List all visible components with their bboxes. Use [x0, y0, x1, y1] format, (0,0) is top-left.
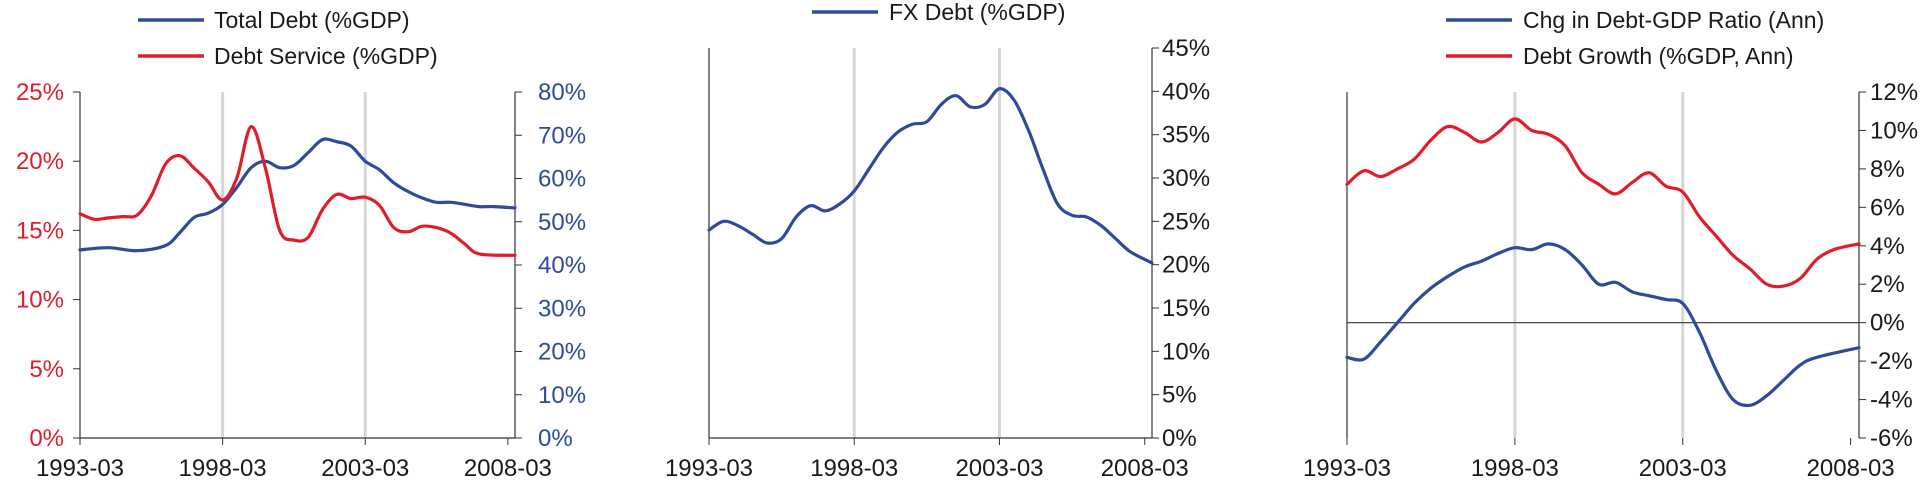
x-tick-label: 1998-03	[179, 455, 267, 482]
x-tick-label: 1993-03	[665, 455, 753, 482]
x-tick-label: 2003-03	[1639, 455, 1727, 482]
y-tick-label-left: 15%	[16, 217, 64, 244]
y-tick-label-right: 4%	[1870, 233, 1905, 260]
series-line-fx-debt-gdp	[707, 87, 1154, 265]
y-tick-label-right: 70%	[538, 122, 586, 149]
x-tick-label: 2008-03	[464, 455, 552, 482]
x-tick-label: 1998-03	[1471, 455, 1559, 482]
x-tick-label: 2003-03	[955, 455, 1043, 482]
y-tick-label-right: 10%	[538, 382, 586, 409]
y-tick-label-right: 10%	[1870, 117, 1918, 144]
y-tick-label-left: 20%	[16, 148, 64, 175]
chart-panel-2: 0% 5% 10% 15% 20% 25% 30% 35% 40% 45% 1993-03 1998-…	[665, 0, 1210, 482]
series-line-debt-service-gdp	[78, 124, 517, 257]
y-tick-label-left: 5%	[29, 356, 64, 383]
chart-panel-1: 0% 10% 20% 30% 40% 50% 60% 70% 80% 0% 5% 10% 15% 20% 2…	[16, 7, 586, 482]
y-tick-label-right: 25%	[1162, 208, 1210, 235]
y-tick-label-right: 40%	[538, 252, 586, 279]
series-line-chg-in-debt-gdp-ratio-ann	[1345, 242, 1861, 408]
y-tick-label-right: 15%	[1162, 295, 1210, 322]
legend-label: Chg in Debt-GDP Ratio (Ann)	[1523, 7, 1824, 33]
y-tick-label-right: 10%	[1162, 338, 1210, 365]
x-tick-label: 1993-03	[1303, 455, 1391, 482]
y-tick-label-right: 0%	[538, 425, 573, 452]
y-tick-label-right: 20%	[1162, 252, 1210, 279]
y-tick-label-right: 30%	[538, 295, 586, 322]
y-tick-label-right: 40%	[1162, 78, 1210, 105]
y-tick-label-right: 0%	[1870, 310, 1905, 337]
y-tick-label-right: 50%	[538, 209, 586, 236]
y-tick-label-right: 5%	[1162, 382, 1197, 409]
y-tick-label-right: -4%	[1870, 387, 1913, 414]
x-tick-label: 1998-03	[810, 455, 898, 482]
x-tick-label: 1993-03	[36, 455, 124, 482]
y-tick-label-right: 0%	[1162, 425, 1197, 452]
y-tick-label-right: 60%	[538, 166, 586, 193]
y-tick-label-left: 10%	[16, 287, 64, 314]
series-line-total-debt-gdp	[78, 137, 517, 253]
y-tick-label-left: 0%	[29, 425, 64, 452]
y-tick-label-right: 8%	[1870, 156, 1905, 183]
y-tick-label-right: 80%	[538, 79, 586, 106]
chart-panel-3: -6% -4% -2% 0% 2% 4% 6% 8% 10% 12% 1993-03 1998-03 2…	[1303, 7, 1918, 482]
legend-label: Debt Growth (%GDP, Ann)	[1523, 43, 1794, 69]
legend-label: FX Debt (%GDP)	[889, 0, 1065, 25]
y-tick-label-right: 20%	[538, 339, 586, 366]
y-tick-label-right: 2%	[1870, 271, 1905, 298]
y-tick-label-right: 12%	[1870, 79, 1918, 106]
legend-label: Debt Service (%GDP)	[214, 43, 438, 69]
x-tick-label: 2008-03	[1807, 455, 1895, 482]
y-tick-label-right: -2%	[1870, 348, 1913, 375]
y-tick-label-right: 45%	[1162, 35, 1210, 62]
y-tick-label-right: 35%	[1162, 122, 1210, 149]
y-tick-label-right: 30%	[1162, 165, 1210, 192]
x-tick-label: 2003-03	[321, 455, 409, 482]
x-tick-label: 2008-03	[1101, 455, 1189, 482]
y-tick-label-right: -6%	[1870, 425, 1913, 452]
y-tick-label-left: 25%	[16, 79, 64, 106]
series-line-debt-growth-gdp-ann	[1345, 117, 1861, 289]
legend-label: Total Debt (%GDP)	[214, 7, 410, 33]
y-tick-label-right: 6%	[1870, 194, 1905, 221]
